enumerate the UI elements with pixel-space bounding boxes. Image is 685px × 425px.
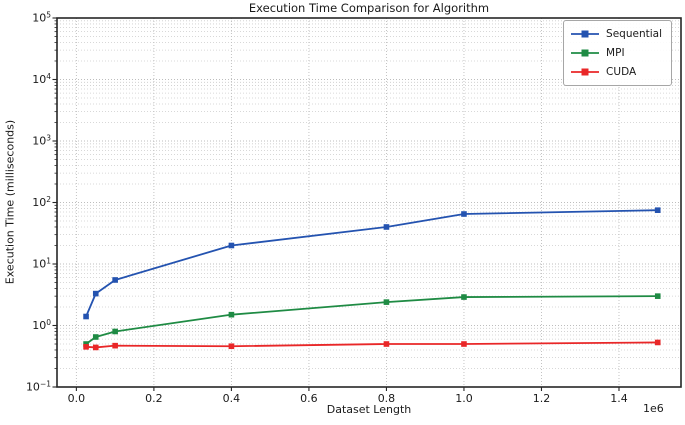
- y-tick-label: 10−1: [26, 379, 51, 393]
- legend-item-cuda: CUDA: [570, 64, 662, 80]
- x-axis-offset-label: 1e6: [643, 402, 664, 415]
- legend: Sequential MPI CUDA: [563, 20, 672, 86]
- legend-marker-icon: [571, 68, 600, 76]
- legend-marker-icon: [571, 30, 600, 38]
- data-point-marker: [383, 341, 390, 347]
- series-line: [86, 341, 658, 349]
- x-tick-label: 0.4: [223, 392, 241, 405]
- x-tick-label: 1.4: [610, 392, 628, 405]
- grid-minor: [57, 20, 681, 369]
- y-tick-label: 104: [32, 72, 51, 86]
- data-point-marker: [83, 341, 89, 347]
- data-point-marker: [92, 344, 99, 351]
- x-tick-label: 1.0: [455, 392, 473, 405]
- y-tick-label: 100: [32, 318, 51, 332]
- data-point-marker: [461, 341, 467, 347]
- series-line: [85, 295, 658, 345]
- x-tick-label: 0.2: [145, 392, 163, 405]
- data-point-marker: [112, 328, 118, 335]
- axis-ticks: 0.0 0.2 0.4 0.6 0.8 1.0 1.2 1.4 10−1 100 101 102 103…: [26, 10, 628, 405]
- x-tick-label: 0.8: [378, 392, 396, 405]
- legend-label: Sequential: [606, 28, 662, 40]
- data-point-marker: [461, 211, 467, 217]
- data-point-marker: [654, 207, 661, 213]
- data-point-marker: [92, 334, 99, 340]
- legend-item-mpi: MPI: [570, 45, 662, 61]
- x-tick-label: 1.2: [533, 392, 551, 405]
- y-tick-label: 101: [32, 256, 51, 270]
- data-point-marker: [383, 299, 390, 305]
- data-point-marker: [83, 313, 89, 320]
- data-point-marker: [228, 343, 235, 350]
- series-cuda: [83, 339, 661, 351]
- legend-marker-icon: [571, 49, 600, 57]
- y-tick-label: 103: [32, 133, 51, 147]
- legend-label: MPI: [606, 47, 625, 59]
- legend-label: CUDA: [606, 66, 637, 78]
- data-point-marker: [228, 242, 235, 249]
- x-tick-label: 0.0: [68, 392, 86, 405]
- data-point-marker: [83, 344, 89, 350]
- data-point-marker: [654, 339, 661, 346]
- data-point-marker: [92, 290, 99, 297]
- y-tick-label: 102: [32, 195, 51, 209]
- series-mpi: [83, 293, 661, 347]
- x-tick-label: 0.6: [300, 392, 318, 405]
- data-point-marker: [461, 294, 467, 300]
- series-sequential: [83, 207, 661, 320]
- data-point-marker: [654, 293, 661, 299]
- x-axis-label: Dataset Length: [326, 403, 412, 416]
- data-point-marker: [383, 224, 390, 230]
- y-tick-label: 105: [32, 10, 51, 24]
- data-point-marker: [112, 277, 118, 283]
- series-line: [85, 209, 658, 317]
- legend-item-sequential: Sequential: [570, 26, 662, 42]
- data-point-marker: [112, 342, 118, 349]
- chart-title: Execution Time Comparison for Algorithm: [248, 1, 490, 15]
- y-axis-label: Execution Time (milliseconds): [3, 119, 17, 285]
- data-point-marker: [228, 311, 235, 318]
